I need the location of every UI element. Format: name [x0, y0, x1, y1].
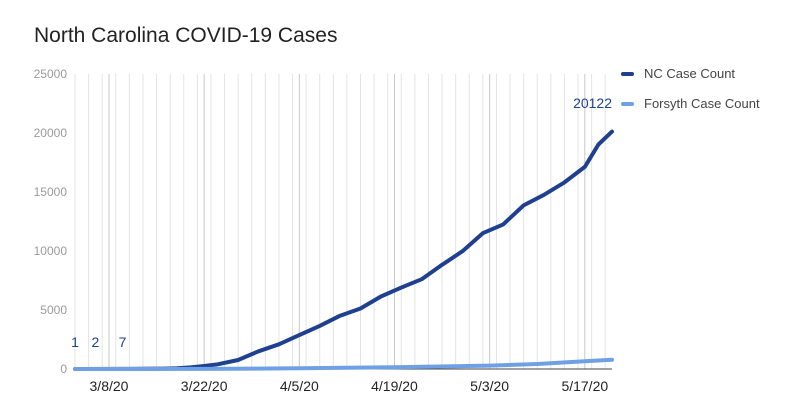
data-label: 2 [91, 334, 99, 350]
legend-label-forsyth: Forsyth Case Count [644, 96, 760, 111]
x-tick-label: 3/8/20 [90, 378, 129, 394]
legend-item-forsyth-case-count[interactable]: Forsyth Case Count [621, 96, 786, 111]
x-tick-label: 5/3/20 [470, 378, 509, 394]
data-label: 7 [119, 334, 127, 350]
y-tick-label: 0 [60, 362, 67, 376]
x-tick-label: 4/19/20 [371, 378, 418, 394]
data-label-end: 20122 [573, 95, 612, 111]
legend-swatch-forsyth [621, 101, 634, 106]
legend-swatch-nc [621, 71, 634, 76]
x-tick-label: 4/5/20 [280, 378, 319, 394]
x-tick-label: 3/22/20 [181, 378, 228, 394]
series-line-nc-case-count [73, 129, 614, 371]
legend-label-nc: NC Case Count [644, 66, 736, 81]
series-line-forsyth-case-count [73, 357, 614, 371]
data-label: 1 [71, 334, 79, 350]
y-tick-label: 25000 [34, 67, 68, 81]
y-tick-label: 5000 [40, 303, 67, 317]
legend-item-nc-case-count[interactable]: NC Case Count [621, 66, 786, 81]
chart-title: North Carolina COVID-19 Cases [34, 24, 338, 47]
y-tick-label: 15000 [34, 185, 68, 199]
y-tick-label: 10000 [34, 244, 68, 258]
x-tick-label: 5/17/20 [561, 378, 608, 394]
y-tick-label: 20000 [34, 126, 68, 140]
